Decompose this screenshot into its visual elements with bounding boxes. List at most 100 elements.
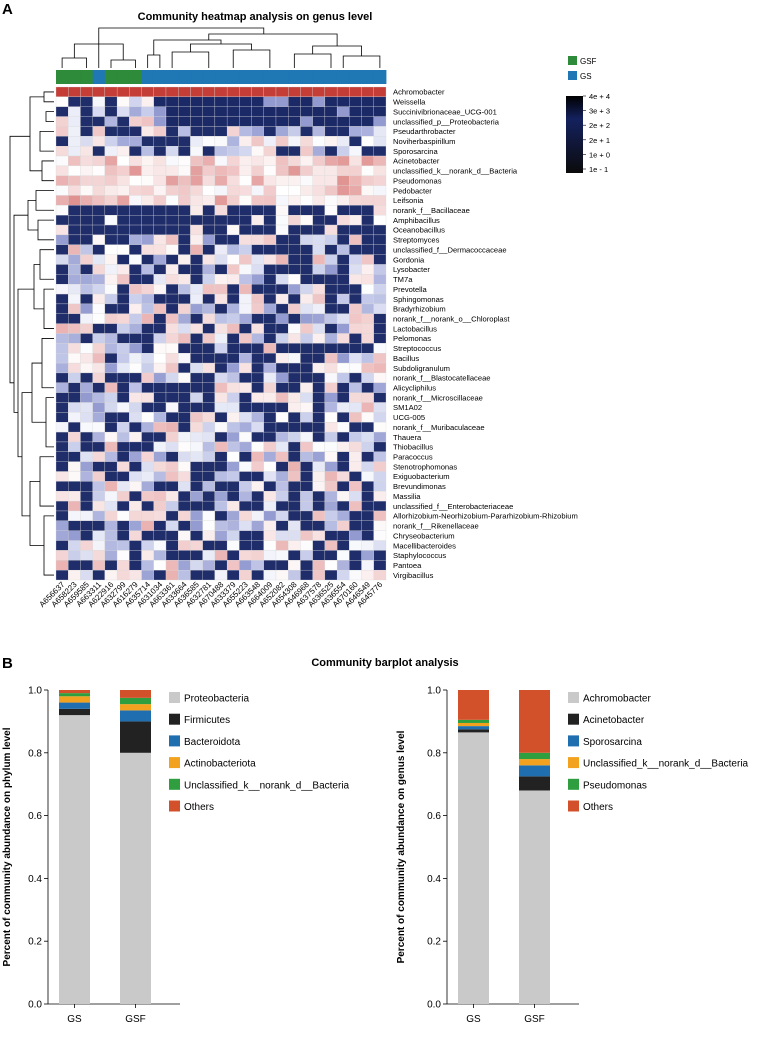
heat-cell xyxy=(373,126,387,137)
heat-cell xyxy=(202,540,216,551)
heat-cell xyxy=(178,520,191,531)
heat-cell xyxy=(226,313,240,324)
heat-cell xyxy=(275,116,289,127)
group-cell xyxy=(361,70,375,84)
heat-cell xyxy=(214,86,228,98)
heat-cell xyxy=(373,224,387,236)
heat-cell xyxy=(68,431,81,443)
heat-cell xyxy=(80,431,93,443)
heat-cell xyxy=(288,215,301,226)
heat-cell xyxy=(55,461,69,472)
heat-cell xyxy=(312,461,326,472)
heat-cell xyxy=(68,560,81,571)
heat-cell xyxy=(141,106,154,117)
heat-cell xyxy=(214,422,228,433)
heat-cell xyxy=(153,215,167,226)
heat-cell xyxy=(373,441,387,452)
heat-cell xyxy=(251,451,264,462)
heat-cell xyxy=(92,422,106,433)
heat-cell xyxy=(275,333,289,344)
heat-cell xyxy=(104,215,118,226)
heat-cell xyxy=(300,431,313,443)
heat-cell xyxy=(178,382,191,393)
heat-cell xyxy=(165,274,179,285)
heat-cell xyxy=(202,353,216,364)
heat-cell xyxy=(116,155,130,167)
heat-cell xyxy=(129,392,142,403)
row-label: Subdoligranulum xyxy=(393,364,450,373)
group-cell xyxy=(80,70,94,84)
heat-cell xyxy=(263,520,277,531)
heat-cell xyxy=(349,224,362,236)
heat-cell xyxy=(373,402,387,413)
heat-cell xyxy=(190,234,203,245)
heat-cell xyxy=(263,372,277,383)
heat-cell xyxy=(141,264,154,275)
heat-cell xyxy=(129,274,142,285)
heat-cell xyxy=(104,500,118,512)
heat-cell xyxy=(80,412,93,423)
heat-cell xyxy=(288,175,301,186)
heat-cell xyxy=(251,510,264,521)
heat-cell xyxy=(226,343,240,354)
heat-cell xyxy=(153,362,167,374)
heat-cell xyxy=(202,431,216,443)
heat-cell xyxy=(275,451,289,462)
heat-cell xyxy=(55,353,69,364)
heat-cell xyxy=(178,195,191,206)
heat-cell xyxy=(80,96,93,107)
heat-cell xyxy=(68,343,81,354)
row-label: Pantoea xyxy=(393,561,422,570)
heat-cell xyxy=(275,106,289,117)
heat-cell xyxy=(68,382,81,393)
heat-cell xyxy=(312,500,326,512)
heat-cell xyxy=(239,254,252,265)
heat-cell xyxy=(226,540,240,551)
heat-cell xyxy=(116,333,130,344)
heat-cell xyxy=(288,224,301,236)
heat-cell xyxy=(275,372,289,383)
row-label: Bradyrhizobium xyxy=(393,305,446,314)
row-label: Bacillus xyxy=(393,354,419,363)
heat-cell xyxy=(178,530,191,541)
heat-cell xyxy=(92,244,106,255)
heat-cell xyxy=(80,116,93,127)
heat-cell xyxy=(190,244,203,255)
heat-cell xyxy=(275,560,289,571)
heat-cell xyxy=(251,569,264,581)
heat-cell xyxy=(141,491,154,502)
heat-cell xyxy=(336,205,350,216)
heat-cell xyxy=(165,333,179,344)
heat-cell xyxy=(263,293,277,305)
heat-cell xyxy=(214,106,228,117)
panel-b-label: B xyxy=(2,655,13,672)
heat-cell xyxy=(92,224,106,236)
heat-cell xyxy=(55,185,69,196)
heat-cell xyxy=(300,402,313,413)
heat-cell xyxy=(324,461,338,472)
heat-cell xyxy=(165,540,179,551)
heat-cell xyxy=(141,244,154,255)
heat-cell xyxy=(288,323,301,334)
heat-cell xyxy=(263,224,277,236)
heat-cell xyxy=(165,402,179,413)
heat-cell xyxy=(336,165,350,176)
heat-cell xyxy=(263,155,277,167)
heat-cell xyxy=(300,146,313,157)
heat-cell xyxy=(312,412,326,423)
heat-cell xyxy=(373,244,387,255)
heat-cell xyxy=(239,323,252,334)
heat-cell xyxy=(68,353,81,364)
heat-cell xyxy=(300,224,313,236)
bar-segment xyxy=(458,726,489,730)
heat-cell xyxy=(104,136,118,147)
heat-cell xyxy=(68,372,81,383)
heat-cell xyxy=(153,451,167,462)
heat-cell xyxy=(55,274,69,285)
heat-cell xyxy=(141,313,154,324)
heat-cell xyxy=(104,402,118,413)
heat-cell xyxy=(349,96,362,107)
heat-cell xyxy=(324,96,338,107)
heat-cell xyxy=(275,195,289,206)
heat-cell xyxy=(202,284,216,295)
